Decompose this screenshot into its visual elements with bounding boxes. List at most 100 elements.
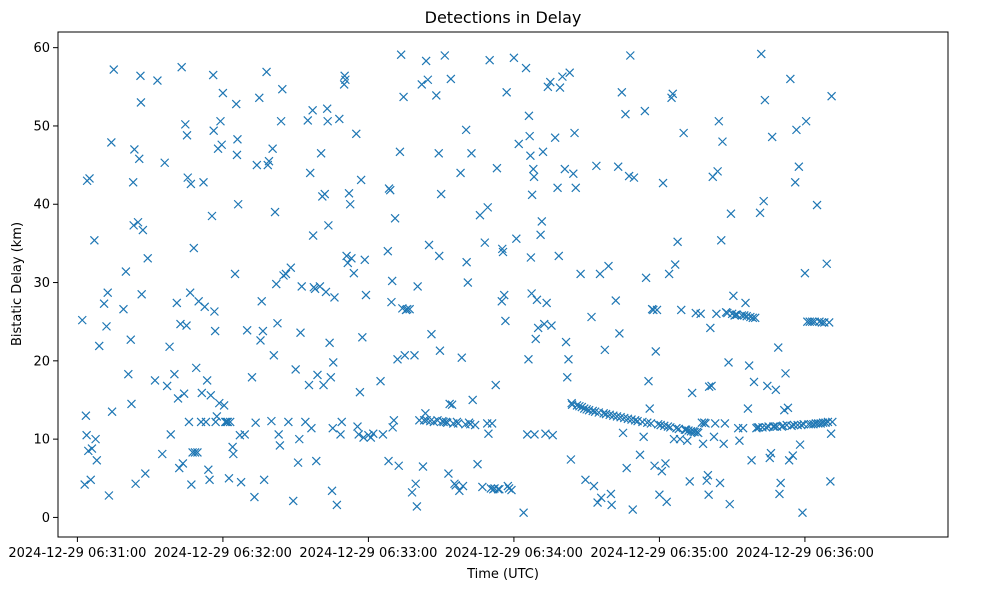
data-point-410 bbox=[685, 476, 695, 486]
data-point-150 bbox=[319, 380, 328, 390]
data-point-101 bbox=[236, 477, 246, 487]
data-point-63 bbox=[191, 363, 201, 373]
data-point-125 bbox=[277, 84, 287, 94]
data-point-389 bbox=[658, 178, 668, 188]
data-point-294 bbox=[527, 289, 537, 298]
data-point-190 bbox=[384, 456, 393, 466]
data-point-422 bbox=[701, 419, 710, 428]
data-point-197 bbox=[390, 213, 400, 223]
data-point-126 bbox=[279, 271, 288, 280]
data-point-178 bbox=[355, 387, 365, 397]
data-point-48 bbox=[176, 319, 185, 329]
data-point-127 bbox=[281, 269, 291, 279]
data-point-99 bbox=[233, 199, 243, 209]
data-point-230 bbox=[436, 189, 446, 199]
data-point-501 bbox=[796, 420, 806, 430]
data-point-289 bbox=[524, 354, 533, 364]
data-point-33 bbox=[137, 289, 147, 299]
data-point-198 bbox=[393, 354, 402, 364]
data-point-67 bbox=[197, 388, 207, 398]
data-point-350 bbox=[606, 489, 616, 499]
data-point-300 bbox=[532, 295, 542, 305]
data-point-388 bbox=[657, 466, 667, 476]
x-tick-label-5: 2024-12-29 06:36:00 bbox=[736, 546, 874, 561]
data-point-382 bbox=[650, 461, 659, 471]
data-point-260 bbox=[477, 482, 487, 492]
data-point-1 bbox=[80, 480, 90, 489]
data-point-522 bbox=[822, 259, 832, 269]
data-point-229 bbox=[435, 346, 445, 356]
data-point-426 bbox=[704, 382, 714, 392]
data-point-431 bbox=[710, 419, 720, 428]
data-point-81 bbox=[212, 412, 222, 421]
data-point-245 bbox=[454, 486, 464, 496]
data-point-264 bbox=[484, 429, 493, 439]
data-point-119 bbox=[270, 207, 280, 217]
data-point-287 bbox=[521, 63, 531, 73]
data-point-120 bbox=[271, 279, 281, 289]
data-point-344 bbox=[596, 493, 606, 503]
data-point-446 bbox=[728, 291, 738, 301]
data-point-129 bbox=[286, 263, 296, 273]
data-point-315 bbox=[555, 83, 565, 93]
data-point-188 bbox=[378, 430, 388, 439]
data-point-348 bbox=[604, 261, 613, 271]
data-point-276 bbox=[498, 247, 508, 257]
data-point-318 bbox=[561, 337, 571, 347]
data-point-2 bbox=[81, 411, 91, 421]
data-point-15 bbox=[103, 288, 113, 298]
data-point-437 bbox=[718, 137, 727, 147]
data-point-272 bbox=[493, 484, 503, 494]
data-point-140 bbox=[306, 423, 316, 433]
data-point-479 bbox=[770, 422, 780, 432]
data-point-225 bbox=[431, 90, 441, 100]
data-point-257 bbox=[470, 420, 480, 430]
data-point-311 bbox=[548, 430, 558, 440]
data-point-486 bbox=[778, 421, 788, 431]
data-point-293 bbox=[526, 253, 536, 262]
data-point-227 bbox=[434, 148, 444, 158]
data-point-62 bbox=[190, 448, 200, 457]
data-point-27 bbox=[129, 145, 139, 154]
data-point-305 bbox=[539, 319, 549, 329]
y-tick-label-6: 60 bbox=[33, 41, 50, 56]
data-point-356 bbox=[614, 329, 624, 338]
data-point-162 bbox=[332, 500, 342, 510]
y-tick-label-5: 50 bbox=[33, 119, 50, 134]
data-point-84 bbox=[216, 116, 225, 126]
data-point-336 bbox=[587, 312, 596, 322]
data-point-76 bbox=[208, 70, 218, 80]
data-point-461 bbox=[748, 313, 758, 323]
data-point-113 bbox=[262, 67, 271, 77]
data-point-116 bbox=[266, 416, 276, 426]
data-point-252 bbox=[463, 278, 473, 287]
data-point-286 bbox=[519, 508, 529, 518]
data-point-518 bbox=[817, 318, 827, 327]
data-point-93 bbox=[228, 442, 238, 452]
data-point-394 bbox=[664, 269, 674, 279]
data-point-256 bbox=[468, 395, 478, 405]
data-point-111 bbox=[258, 326, 268, 336]
data-point-309 bbox=[545, 77, 555, 87]
data-point-211 bbox=[412, 502, 422, 511]
data-point-314 bbox=[554, 251, 564, 261]
data-point-207 bbox=[405, 304, 415, 314]
data-point-153 bbox=[322, 104, 332, 114]
data-point-155 bbox=[323, 220, 333, 230]
data-point-164 bbox=[336, 430, 345, 439]
data-point-171 bbox=[344, 188, 354, 198]
data-point-408 bbox=[682, 436, 692, 446]
data-point-37 bbox=[150, 375, 160, 385]
data-point-196 bbox=[389, 415, 399, 425]
data-point-332 bbox=[579, 404, 589, 414]
data-point-145 bbox=[311, 456, 321, 466]
data-point-25 bbox=[128, 177, 138, 187]
data-point-304 bbox=[538, 147, 548, 157]
data-point-290 bbox=[524, 111, 534, 121]
data-point-255 bbox=[467, 148, 476, 158]
data-point-22 bbox=[123, 369, 133, 379]
data-point-83 bbox=[214, 398, 224, 408]
data-point-341 bbox=[593, 498, 603, 507]
data-point-43 bbox=[166, 430, 176, 439]
data-point-357 bbox=[616, 412, 626, 422]
